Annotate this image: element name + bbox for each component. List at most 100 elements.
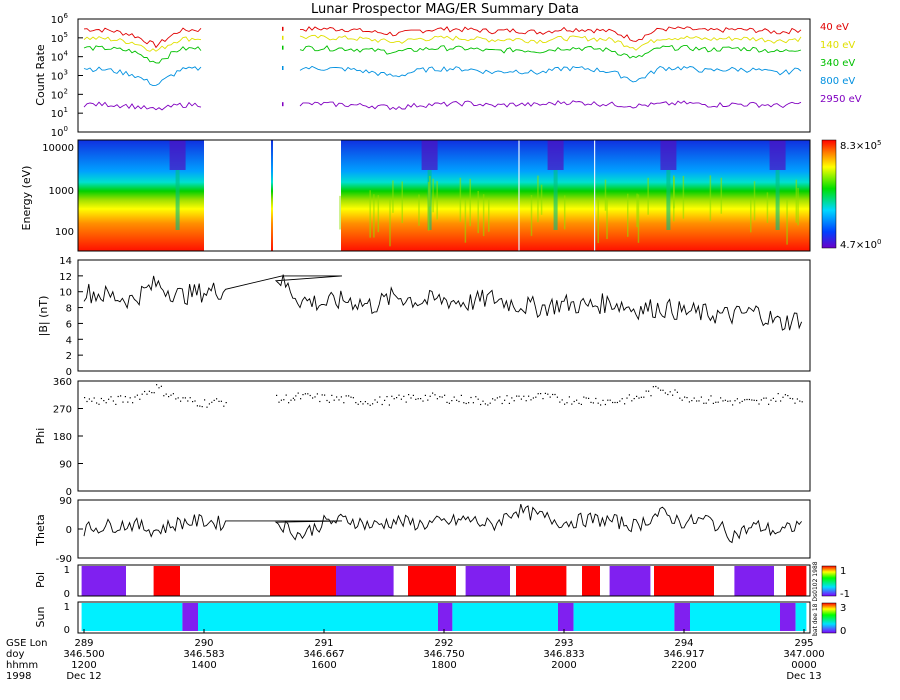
phi-point — [756, 399, 758, 402]
phi-point — [225, 402, 227, 404]
phi-point — [796, 398, 798, 400]
phi-point — [494, 399, 496, 401]
phi-point — [559, 401, 561, 403]
phi-point — [566, 402, 568, 404]
phi-point — [540, 393, 542, 395]
phi-point — [686, 397, 688, 399]
phi-point — [537, 393, 539, 395]
spectrogram-streak — [766, 192, 769, 223]
phi-point — [168, 396, 170, 398]
phi-point — [554, 393, 556, 396]
phi-point — [715, 401, 717, 403]
phi-point — [429, 395, 431, 397]
phi-point — [187, 400, 189, 402]
sun-segment — [81, 603, 183, 631]
phi-point — [739, 402, 741, 404]
phi-point — [381, 403, 383, 406]
sun-segment — [780, 603, 796, 631]
spectrogram-gap-line — [594, 140, 596, 251]
polarity-segment — [270, 566, 336, 596]
spectrogram-streak — [750, 199, 752, 233]
phi-point — [753, 399, 755, 401]
xaxis-tick-label: 1200 — [71, 660, 96, 671]
spectrogram-streak — [392, 180, 394, 213]
phi-point — [650, 395, 652, 397]
sun-segment — [182, 603, 198, 631]
phi-point — [199, 405, 201, 407]
spectrogram-dip — [421, 140, 438, 170]
phi-point — [206, 406, 208, 408]
phi-point — [384, 399, 386, 401]
phi-point — [278, 401, 280, 403]
phi-point — [103, 400, 105, 402]
phi-point — [571, 403, 573, 405]
spectrogram-streak — [637, 194, 640, 243]
xaxis-tick-label: 346.750 — [423, 649, 464, 660]
phi-point — [352, 397, 354, 399]
phi-point — [436, 398, 438, 400]
count-rate-tick: 104 — [51, 50, 69, 64]
phi-point — [556, 396, 558, 398]
phi-point — [520, 398, 522, 400]
spectrogram-streak — [418, 194, 420, 226]
spectrogram-streak — [797, 187, 799, 226]
phi-point — [748, 398, 750, 401]
xaxis-tick-label: 291 — [314, 638, 333, 649]
phi-point — [403, 395, 405, 397]
phi-point — [681, 399, 683, 401]
phi-point — [504, 399, 506, 401]
spectrogram-dip-column — [775, 170, 780, 230]
phi-point — [386, 396, 388, 398]
phi-tick: 270 — [53, 405, 72, 416]
b-magnitude-frame — [77, 259, 811, 372]
phi-point — [343, 402, 345, 404]
spectrogram-dip — [660, 140, 677, 170]
phi-point — [412, 394, 414, 396]
xaxis-row-label: GSE Lon — [6, 638, 47, 649]
phi-point — [391, 395, 393, 397]
theta-frame — [77, 499, 811, 559]
phi-point — [468, 402, 470, 404]
sun-segments — [81, 603, 807, 631]
legend-label: 140 eV — [820, 40, 855, 51]
phi-point — [544, 392, 546, 394]
polarity-ytick: 1 — [64, 565, 70, 576]
xaxis-tick-label: 347.000 — [783, 649, 824, 660]
spectrogram-streak — [540, 184, 543, 215]
phi-point — [362, 403, 364, 405]
count-rate-tick: 105 — [51, 31, 68, 45]
phi-point — [775, 400, 777, 402]
phi-point — [223, 405, 225, 407]
phi-tick: 360 — [53, 377, 72, 388]
phi-point — [513, 400, 515, 402]
polarity-colorbar-label: -1 — [840, 589, 850, 600]
phi-point — [564, 403, 566, 405]
phi-series — [84, 384, 803, 408]
phi-point — [480, 403, 482, 406]
phi-point — [717, 401, 719, 403]
phi-point — [700, 396, 702, 398]
xaxis-tick-label: 294 — [674, 638, 693, 649]
phi-point — [379, 396, 381, 398]
phi-point — [705, 402, 707, 404]
phi-point — [321, 394, 323, 396]
phi-tick: 180 — [53, 432, 72, 443]
spectrogram-streak — [604, 179, 607, 211]
phi-point — [357, 403, 359, 405]
phi-point — [736, 398, 738, 400]
phi-point — [590, 401, 592, 403]
phi-point — [218, 400, 220, 402]
phi-point — [631, 400, 633, 402]
phi-point — [84, 397, 86, 399]
phi-point — [348, 395, 350, 397]
phi-point — [372, 403, 374, 405]
count-rate-gap-point — [282, 66, 284, 71]
phi-point — [141, 393, 143, 395]
phi-point — [300, 398, 302, 400]
phi-point — [115, 403, 117, 405]
phi-point — [532, 397, 534, 399]
phi-point — [624, 403, 626, 405]
xaxis-tick-label: 2000 — [551, 660, 576, 671]
polarity-segment — [786, 566, 807, 596]
